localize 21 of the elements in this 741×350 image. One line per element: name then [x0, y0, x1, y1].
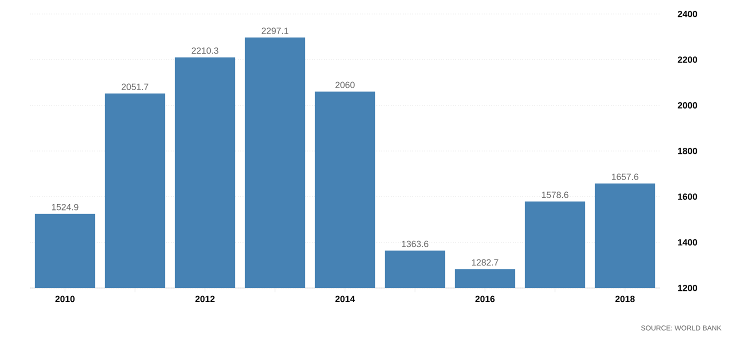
x-tick-label: 2010 [55, 296, 75, 302]
data-label: 2060 [335, 82, 355, 88]
data-label: 1282.7 [472, 259, 498, 266]
y-tick-label: 2400 [678, 10, 698, 18]
data-label: 2297.1 [262, 28, 288, 34]
data-label: 1524.9 [52, 204, 78, 210]
x-tick-label: 2012 [195, 296, 215, 302]
y-tick-label: 1800 [678, 148, 698, 154]
x-tick-label: 2018 [615, 296, 635, 302]
data-label: 1578.6 [542, 192, 568, 198]
data-label: 1363.6 [402, 240, 428, 248]
y-tick-label: 1600 [678, 193, 698, 200]
y-tick-label: 2200 [678, 56, 698, 63]
y-tick-label: 1200 [678, 284, 698, 292]
data-label: 2051.7 [122, 84, 148, 90]
data-label: 2210.3 [192, 47, 218, 54]
data-label: 1657.6 [612, 174, 638, 180]
y-tick-label: 1400 [678, 239, 698, 246]
x-tick-label: 2014 [335, 296, 355, 302]
x-tick-label: 2016 [475, 296, 495, 302]
y-tick-label: 2000 [678, 102, 698, 109]
